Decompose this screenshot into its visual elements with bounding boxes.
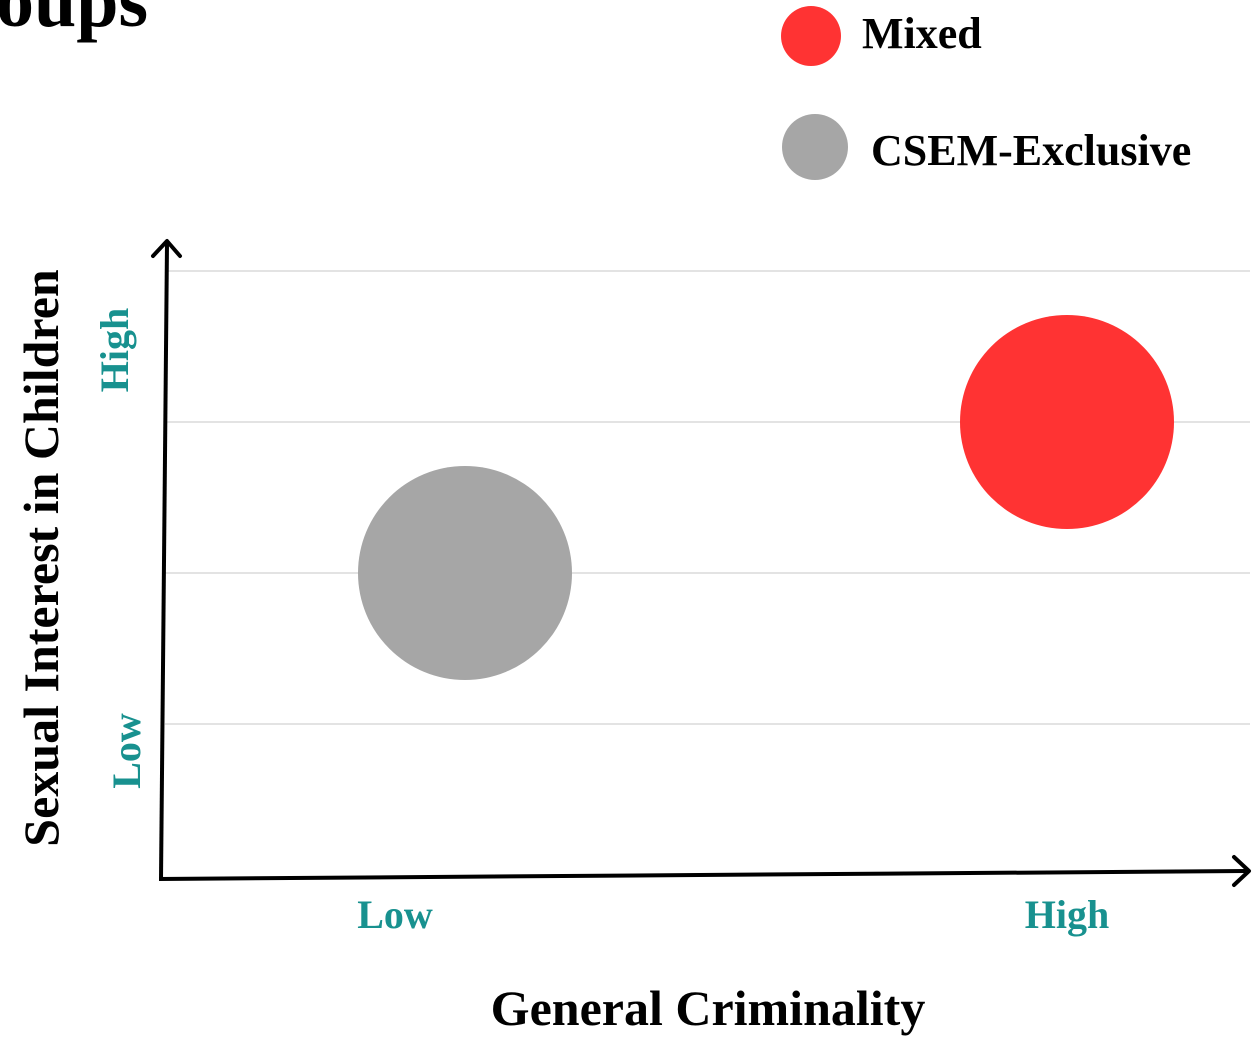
x-axis-arrowhead [1232,855,1251,887]
y-axis-arrowhead [151,239,182,258]
x-axis-title: General Criminality [491,980,926,1036]
legend-swatch-mixed [781,6,841,66]
data-points [358,315,1174,680]
y-axis-title: Sexual Interest in Children [13,269,69,847]
legend-swatch-csem-exclusive [782,114,848,180]
y-tick-label-low: Low [104,713,149,789]
legend-label-csem-exclusive: CSEM-Exclusive [871,126,1191,175]
x-tick-label-high: High [1025,892,1109,937]
data-point-csem-exclusive [358,466,572,680]
y-tick-label-high: High [92,308,137,392]
title-fragment: oups [0,0,148,43]
data-point-mixed [960,315,1174,529]
legend-label-mixed: Mixed [862,9,982,58]
x-axis-line [158,869,1247,881]
x-tick-label-low: Low [357,892,433,937]
y-axis-line [159,243,169,880]
axes [151,239,1251,887]
legend: Mixed CSEM-Exclusive [781,6,1191,180]
